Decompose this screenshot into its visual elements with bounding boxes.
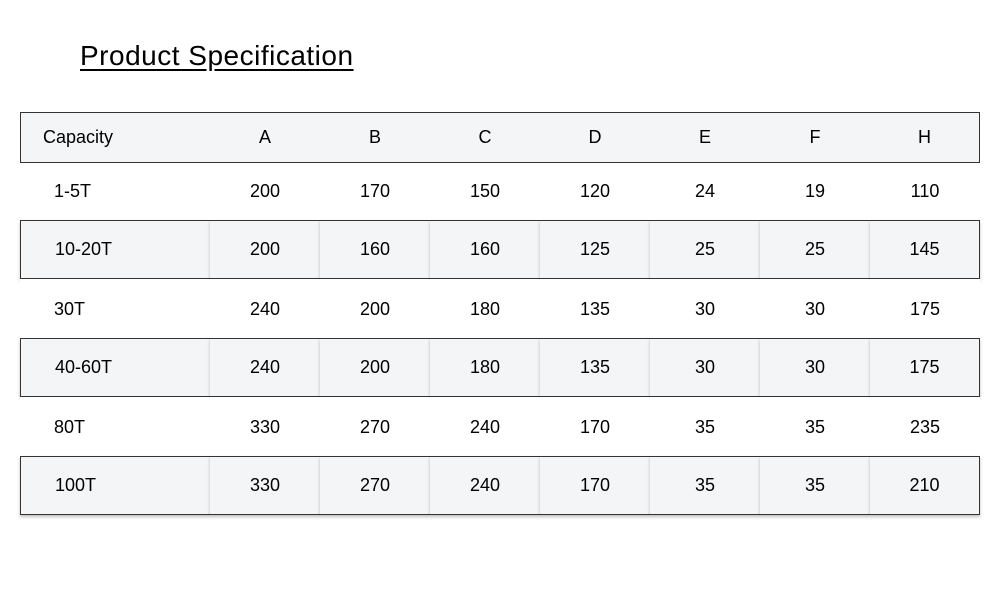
table-cell: 180 xyxy=(430,338,540,397)
table-cell: 30 xyxy=(650,338,760,397)
table-cell: 270 xyxy=(320,397,430,456)
table-row: 30T 240 200 180 135 30 30 175 xyxy=(20,279,980,338)
table-cell: 35 xyxy=(760,397,870,456)
table-row: 80T 330 270 240 170 35 35 235 xyxy=(20,397,980,456)
table-cell: 30 xyxy=(650,279,760,338)
table-cell: 170 xyxy=(540,397,650,456)
table-cell: 125 xyxy=(540,220,650,279)
table-cell: 330 xyxy=(210,397,320,456)
table-cell: 240 xyxy=(210,338,320,397)
table-cell: 30 xyxy=(760,338,870,397)
table-cell: 160 xyxy=(320,220,430,279)
table-cell: 10-20T xyxy=(20,220,210,279)
table-cell: 145 xyxy=(870,220,980,279)
page: Product Specification Capacity A B C D E… xyxy=(0,0,1000,608)
table-header-row: Capacity A B C D E F H xyxy=(20,112,980,163)
table-cell: 25 xyxy=(760,220,870,279)
table-header-cell: F xyxy=(760,112,870,163)
table-cell: 170 xyxy=(540,456,650,515)
table-row: 10-20T 200 160 160 125 25 25 145 xyxy=(20,220,980,279)
table-cell: 175 xyxy=(870,338,980,397)
table-cell: 25 xyxy=(650,220,760,279)
table-cell: 35 xyxy=(650,456,760,515)
table-cell: 170 xyxy=(320,163,430,220)
table-cell: 150 xyxy=(430,163,540,220)
table-cell: 35 xyxy=(650,397,760,456)
table-cell: 24 xyxy=(650,163,760,220)
table-cell: 120 xyxy=(540,163,650,220)
table-cell: 240 xyxy=(210,279,320,338)
specification-table: Capacity A B C D E F H 1-5T 200 170 150 … xyxy=(20,112,980,515)
table-row: 1-5T 200 170 150 120 24 19 110 xyxy=(20,163,980,220)
table-cell: 235 xyxy=(870,397,980,456)
page-title: Product Specification xyxy=(80,40,980,72)
table-cell: 40-60T xyxy=(20,338,210,397)
table-cell: 19 xyxy=(760,163,870,220)
table-cell: 135 xyxy=(540,338,650,397)
table-cell: 100T xyxy=(20,456,210,515)
table-row: 40-60T 240 200 180 135 30 30 175 xyxy=(20,338,980,397)
table-header-cell: D xyxy=(540,112,650,163)
table-cell: 30 xyxy=(760,279,870,338)
table-header-cell: A xyxy=(210,112,320,163)
table-cell: 200 xyxy=(210,163,320,220)
table-header-cell: E xyxy=(650,112,760,163)
table-cell: 240 xyxy=(430,397,540,456)
table-cell: 200 xyxy=(320,279,430,338)
table-cell: 240 xyxy=(430,456,540,515)
table-cell: 135 xyxy=(540,279,650,338)
table-header-cell: B xyxy=(320,112,430,163)
table-cell: 210 xyxy=(870,456,980,515)
table-row: 100T 330 270 240 170 35 35 210 xyxy=(20,456,980,515)
table-cell: 35 xyxy=(760,456,870,515)
table-cell: 160 xyxy=(430,220,540,279)
table-cell: 1-5T xyxy=(20,163,210,220)
table-cell: 200 xyxy=(210,220,320,279)
table-cell: 200 xyxy=(320,338,430,397)
table-header-cell: Capacity xyxy=(20,112,210,163)
table-header-cell: C xyxy=(430,112,540,163)
table-cell: 80T xyxy=(20,397,210,456)
table-cell: 30T xyxy=(20,279,210,338)
table-cell: 270 xyxy=(320,456,430,515)
table-header-cell: H xyxy=(870,112,980,163)
table-cell: 330 xyxy=(210,456,320,515)
table-cell: 175 xyxy=(870,279,980,338)
table-cell: 110 xyxy=(870,163,980,220)
table-cell: 180 xyxy=(430,279,540,338)
